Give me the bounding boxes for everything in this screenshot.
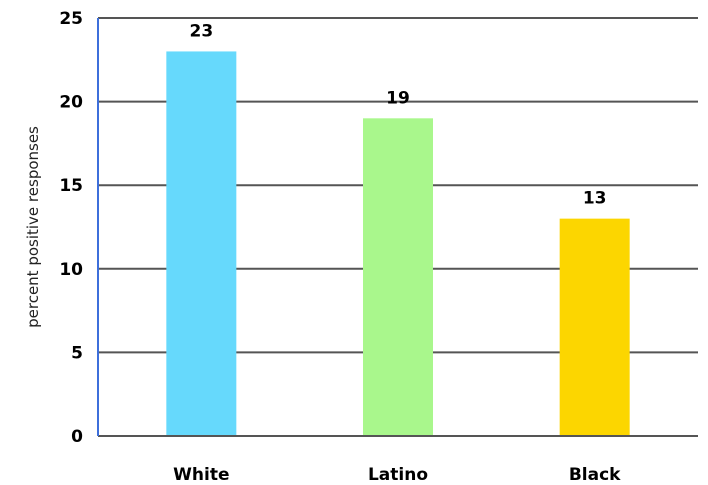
bar-white bbox=[166, 51, 237, 436]
data-label: 23 bbox=[189, 21, 213, 41]
y-tick-labels: 0 5 10 15 20 25 bbox=[59, 9, 83, 447]
bars bbox=[166, 51, 630, 436]
axes bbox=[97, 18, 698, 437]
data-label: 19 bbox=[386, 88, 410, 108]
bar-black bbox=[559, 218, 630, 436]
bar-latino bbox=[363, 118, 433, 436]
data-label: 13 bbox=[583, 189, 607, 209]
category-labels: White Latino Black bbox=[173, 465, 621, 485]
y-axis-title: percent positive responses bbox=[24, 126, 42, 328]
category-label: Black bbox=[569, 465, 621, 485]
category-label: White bbox=[173, 465, 229, 485]
y-tick-label: 25 bbox=[59, 9, 83, 29]
y-tick-label: 20 bbox=[59, 93, 83, 113]
y-tick-label: 10 bbox=[59, 260, 83, 280]
data-labels: 23 19 13 bbox=[189, 21, 606, 208]
y-tick-label: 5 bbox=[71, 343, 83, 363]
y-tick-label: 15 bbox=[59, 176, 83, 196]
category-label: Latino bbox=[368, 465, 428, 485]
y-tick-label: 0 bbox=[71, 427, 83, 447]
